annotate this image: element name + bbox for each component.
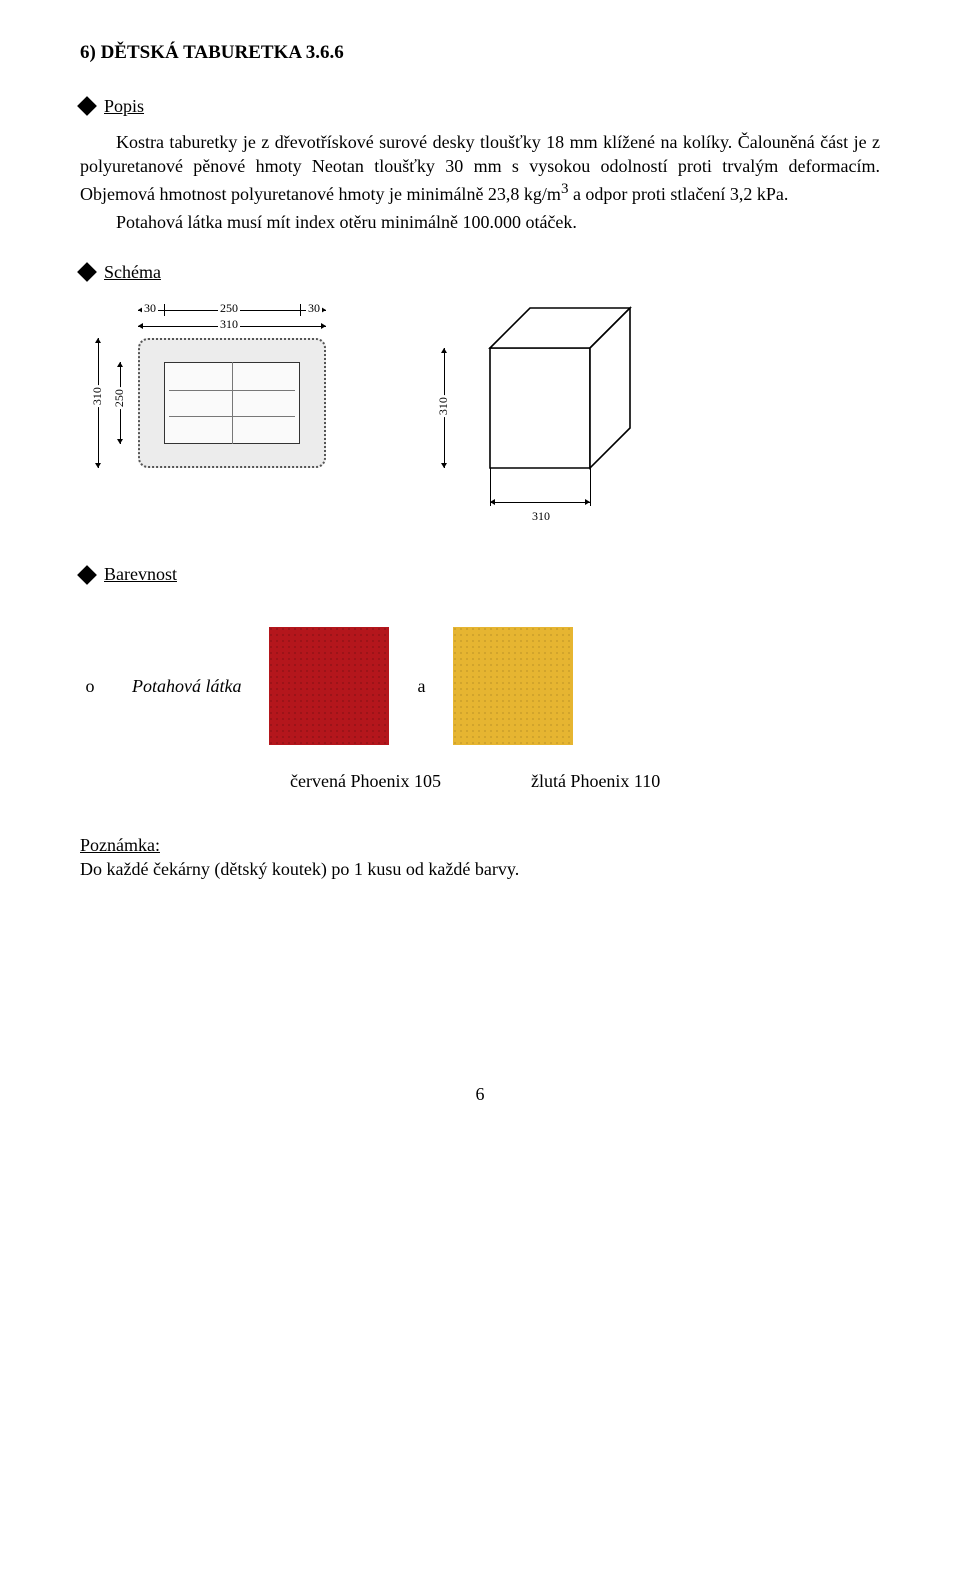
dim-top-30a: 30 [142, 300, 158, 316]
caption-red: červená Phoenix 105 [290, 769, 441, 793]
swatch-red [269, 627, 389, 745]
swatch-label: Potahová látka [132, 674, 241, 698]
caption-yellow: žlutá Phoenix 110 [531, 769, 660, 793]
section-label-popis: Popis [104, 94, 144, 118]
swatch-conj: a [417, 674, 425, 698]
diamond-icon [77, 565, 97, 585]
diamond-icon [77, 262, 97, 282]
popis-p1-tail: a odpor proti stlačení 3,2 kPa. [568, 184, 788, 204]
section-label-barevnost: Barevnost [104, 562, 177, 586]
dim-cube-h: 310 [435, 396, 451, 418]
note-block: Poznámka: Do každé čekárny (dětský koute… [80, 833, 880, 882]
caption-row: červená Phoenix 105 žlutá Phoenix 110 [290, 769, 880, 793]
dim-top-30b: 30 [306, 300, 322, 316]
dim-top-250: 250 [218, 300, 240, 316]
note-title: Poznámka: [80, 833, 880, 857]
list-bullet-o: o [80, 674, 100, 698]
page-title: 6) DĚTSKÁ TABURETKA 3.6.6 [80, 40, 880, 66]
diamond-icon [77, 96, 97, 116]
swatch-yellow [453, 627, 573, 745]
section-schema: Schéma [80, 260, 880, 284]
section-label-schema: Schéma [104, 260, 161, 284]
schema-row: 30 250 30 310 310 250 310 310 [80, 298, 880, 528]
section-popis: Popis [80, 94, 880, 118]
popis-paragraph-1: Kostra taburetky je z dřevotřískové suro… [80, 130, 880, 206]
dim-cube-w: 310 [530, 508, 552, 524]
note-body: Do každé čekárny (dětský koutek) po 1 ku… [80, 857, 880, 881]
schema-iso-cube: 310 310 [430, 298, 670, 528]
section-barevnost: Barevnost [80, 562, 880, 586]
swatch-row: o Potahová látka a [114, 627, 880, 745]
popis-paragraph-2: Potahová látka musí mít index otěru mini… [80, 210, 880, 234]
dim-left-250: 250 [111, 388, 127, 410]
page-number: 6 [80, 1082, 880, 1106]
schema-top-view: 30 250 30 310 310 250 [80, 298, 340, 478]
dim-top-310: 310 [218, 316, 240, 332]
dim-left-310: 310 [89, 386, 105, 408]
